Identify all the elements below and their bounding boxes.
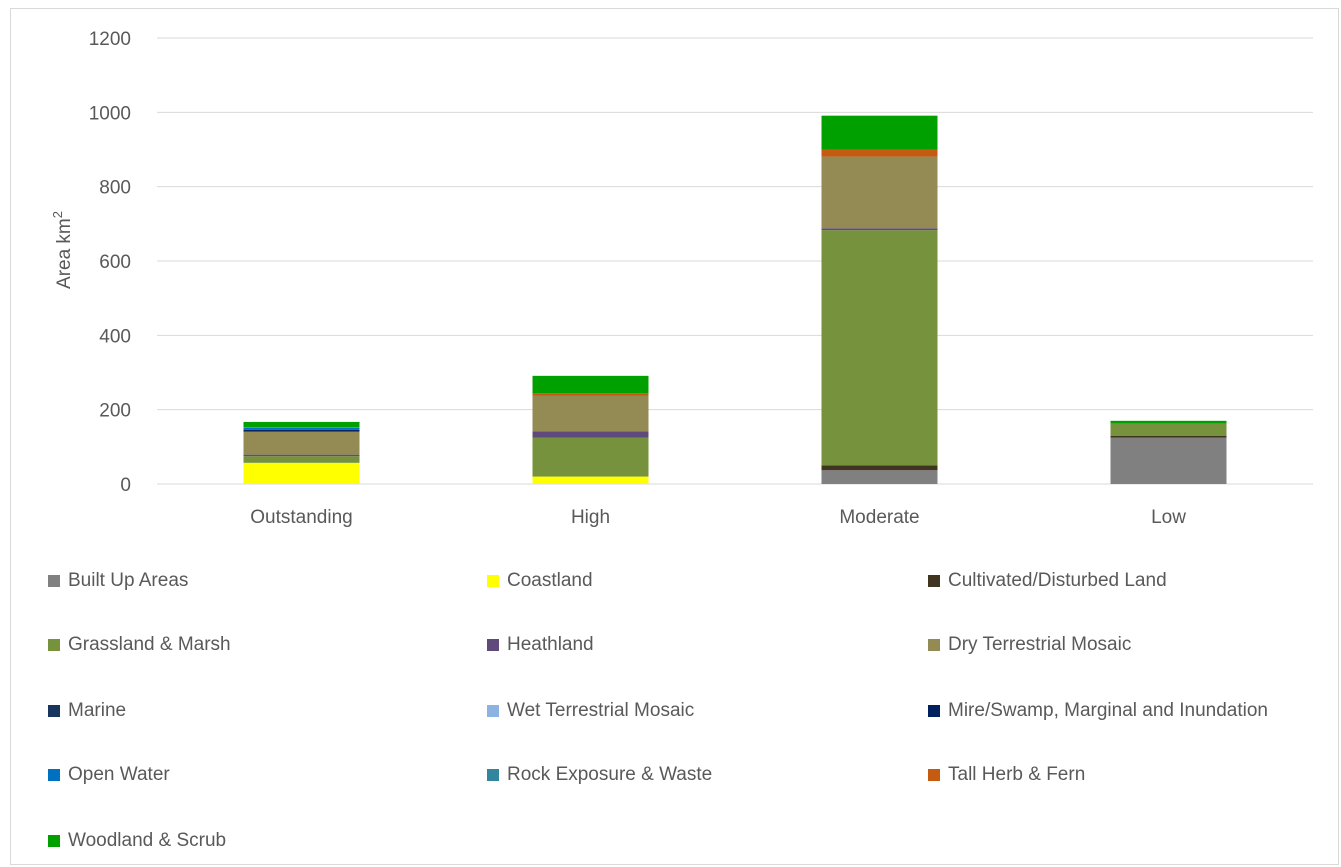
gridlines: [157, 37, 1313, 485]
legend-label: Built Up Areas: [68, 570, 189, 591]
bar-segment: [243, 421, 360, 428]
legend-swatch: [487, 705, 499, 717]
bar-segment: [821, 228, 938, 231]
bar-segment: [532, 431, 649, 438]
bar-segment: [821, 115, 938, 150]
bar-segment: [821, 149, 938, 157]
legend-item: Tall Herb & Fern: [928, 763, 1085, 787]
y-axis-ticks: 0 200 400 600 800 1000 1200: [89, 29, 131, 496]
legend-swatch: [928, 575, 940, 587]
bar-segment: [532, 437, 649, 477]
bar-segment: [243, 431, 360, 455]
legend-item: Heathland: [487, 633, 594, 657]
bars: [243, 115, 1227, 484]
bar-segment: [243, 427, 360, 428]
legend-label: Heathland: [507, 634, 594, 655]
legend-label: Dry Terrestrial Mosaic: [948, 634, 1132, 655]
legend-swatch: [48, 769, 60, 781]
legend-label: Tall Herb & Fern: [948, 764, 1086, 785]
legend-swatch: [928, 705, 940, 717]
legend-swatch: [48, 639, 60, 651]
bar-segment: [532, 393, 649, 396]
y-tick-label: 1000: [89, 103, 131, 124]
bar-segment: [532, 375, 649, 394]
y-tick-label: 1200: [89, 29, 131, 50]
bar-segment: [821, 470, 938, 484]
legend-label: Coastland: [507, 570, 593, 591]
bar-segment: [1110, 437, 1227, 484]
y-tick-label: 400: [99, 326, 131, 347]
legend-swatch: [487, 639, 499, 651]
legend-item: Open Water: [48, 763, 170, 787]
bar-segment: [243, 427, 360, 430]
bar-segment: [821, 230, 938, 466]
legend-item: Grassland & Marsh: [48, 633, 231, 657]
legend-label: Woodland & Scrub: [68, 830, 227, 851]
legend-label: Marine: [68, 700, 127, 721]
y-axis-title: Area km2: [50, 211, 75, 289]
y-tick-label: 200: [99, 401, 131, 422]
x-tick-label: Outstanding: [250, 507, 352, 528]
y-tick-label: 800: [99, 178, 131, 199]
bar-segment: [532, 395, 649, 432]
legend-label: Grassland & Marsh: [68, 634, 231, 655]
legend-label: Open Water: [68, 764, 170, 785]
bar-segment: [532, 476, 649, 484]
legend-item: Built Up Areas: [48, 569, 188, 593]
legend-label: Wet Terrestrial Mosaic: [507, 700, 695, 721]
y-tick-label: 600: [99, 252, 131, 273]
bar-segment: [821, 156, 938, 229]
legend-swatch: [48, 705, 60, 717]
legend-swatch: [928, 769, 940, 781]
legend-swatch: [487, 769, 499, 781]
bar-segment: [1110, 423, 1227, 436]
stacked-bar-chart: 0 200 400 600 800 1000 1200 Outstanding High Mod…: [50, 29, 1313, 528]
bar-segment: [243, 462, 360, 484]
legend-item: Coastland: [487, 569, 593, 593]
bar-segment: [1110, 435, 1227, 438]
legend-swatch: [48, 575, 60, 587]
legend-swatch: [487, 575, 499, 587]
legend-swatch: [928, 639, 940, 651]
legend-item: Marine: [48, 699, 126, 723]
x-tick-label: Moderate: [839, 507, 919, 528]
x-tick-label: Low: [1151, 507, 1186, 528]
bar-segment: [243, 454, 360, 457]
legend-swatch: [48, 835, 60, 847]
legend-item: Rock Exposure & Waste: [487, 763, 712, 787]
legend-item: Wet Terrestrial Mosaic: [487, 699, 694, 723]
bar-segment: [243, 456, 360, 463]
bar-segment: [243, 429, 360, 432]
legend-item: Mire/Swamp, Marginal and Inundation: [928, 699, 1268, 723]
legend-item: Woodland & Scrub: [48, 829, 226, 853]
bar-segment: [1110, 420, 1227, 424]
legend-label: Mire/Swamp, Marginal and Inundation: [948, 700, 1269, 721]
x-axis-ticks: Outstanding High Moderate Low: [250, 507, 1186, 528]
bar-segment: [821, 465, 938, 471]
legend-label: Rock Exposure & Waste: [507, 764, 713, 785]
legend-item: Dry Terrestrial Mosaic: [928, 633, 1131, 657]
legend-item: Cultivated/Disturbed Land: [928, 569, 1167, 593]
x-tick-label: High: [571, 507, 610, 528]
legend-label: Cultivated/Disturbed Land: [948, 570, 1167, 591]
y-tick-label: 0: [120, 475, 131, 496]
